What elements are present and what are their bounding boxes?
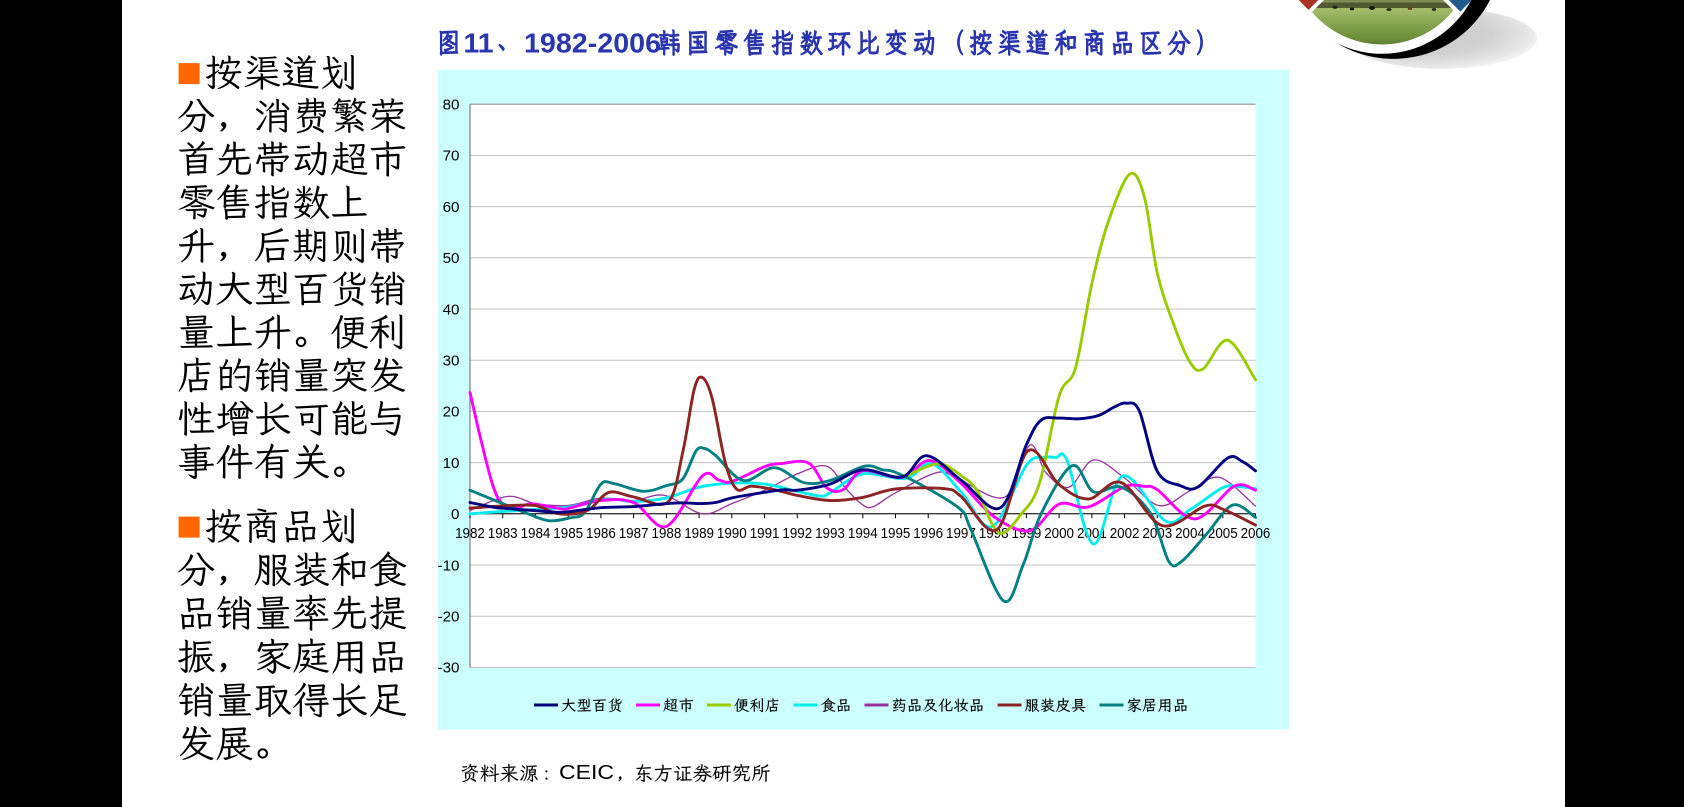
- svg-text:1984: 1984: [521, 525, 551, 542]
- svg-text:50: 50: [443, 250, 460, 267]
- svg-text:1987: 1987: [619, 525, 649, 542]
- svg-text:0: 0: [451, 506, 459, 523]
- svg-text:60: 60: [443, 199, 460, 216]
- svg-text:1994: 1994: [848, 525, 878, 542]
- svg-text:11: 11: [464, 27, 494, 58]
- svg-text:-10: -10: [438, 557, 460, 574]
- svg-text:1989: 1989: [684, 525, 714, 542]
- svg-text:CEIC: CEIC: [559, 761, 614, 784]
- svg-text:2000: 2000: [1044, 525, 1074, 542]
- svg-text:1992: 1992: [782, 525, 812, 542]
- svg-text:1993: 1993: [815, 525, 845, 542]
- svg-text:1995: 1995: [881, 525, 911, 542]
- svg-text:2002: 2002: [1110, 525, 1140, 542]
- svg-text:1988: 1988: [652, 525, 682, 542]
- svg-text:1997: 1997: [946, 525, 976, 542]
- svg-text:1983: 1983: [488, 525, 518, 542]
- svg-text:-20: -20: [438, 609, 460, 626]
- svg-text:1982: 1982: [455, 525, 485, 542]
- svg-text:70: 70: [443, 148, 460, 165]
- svg-text:20: 20: [443, 404, 460, 421]
- svg-text:2006: 2006: [1241, 525, 1271, 542]
- svg-text:2003: 2003: [1142, 525, 1172, 542]
- svg-text:1991: 1991: [750, 525, 780, 542]
- svg-text:30: 30: [443, 353, 460, 370]
- svg-text:1985: 1985: [553, 525, 583, 542]
- svg-text:-30: -30: [438, 660, 460, 677]
- svg-text:80: 80: [443, 97, 460, 114]
- svg-text:10: 10: [443, 455, 460, 472]
- svg-text:1998: 1998: [979, 525, 1009, 542]
- svg-text:1982-2006: 1982-2006: [524, 27, 661, 58]
- svg-text:1986: 1986: [586, 525, 616, 542]
- svg-text:1990: 1990: [717, 525, 747, 542]
- svg-text:2004: 2004: [1175, 525, 1205, 542]
- svg-text:40: 40: [443, 301, 460, 318]
- svg-text:2005: 2005: [1208, 525, 1238, 542]
- svg-text:1996: 1996: [913, 525, 943, 542]
